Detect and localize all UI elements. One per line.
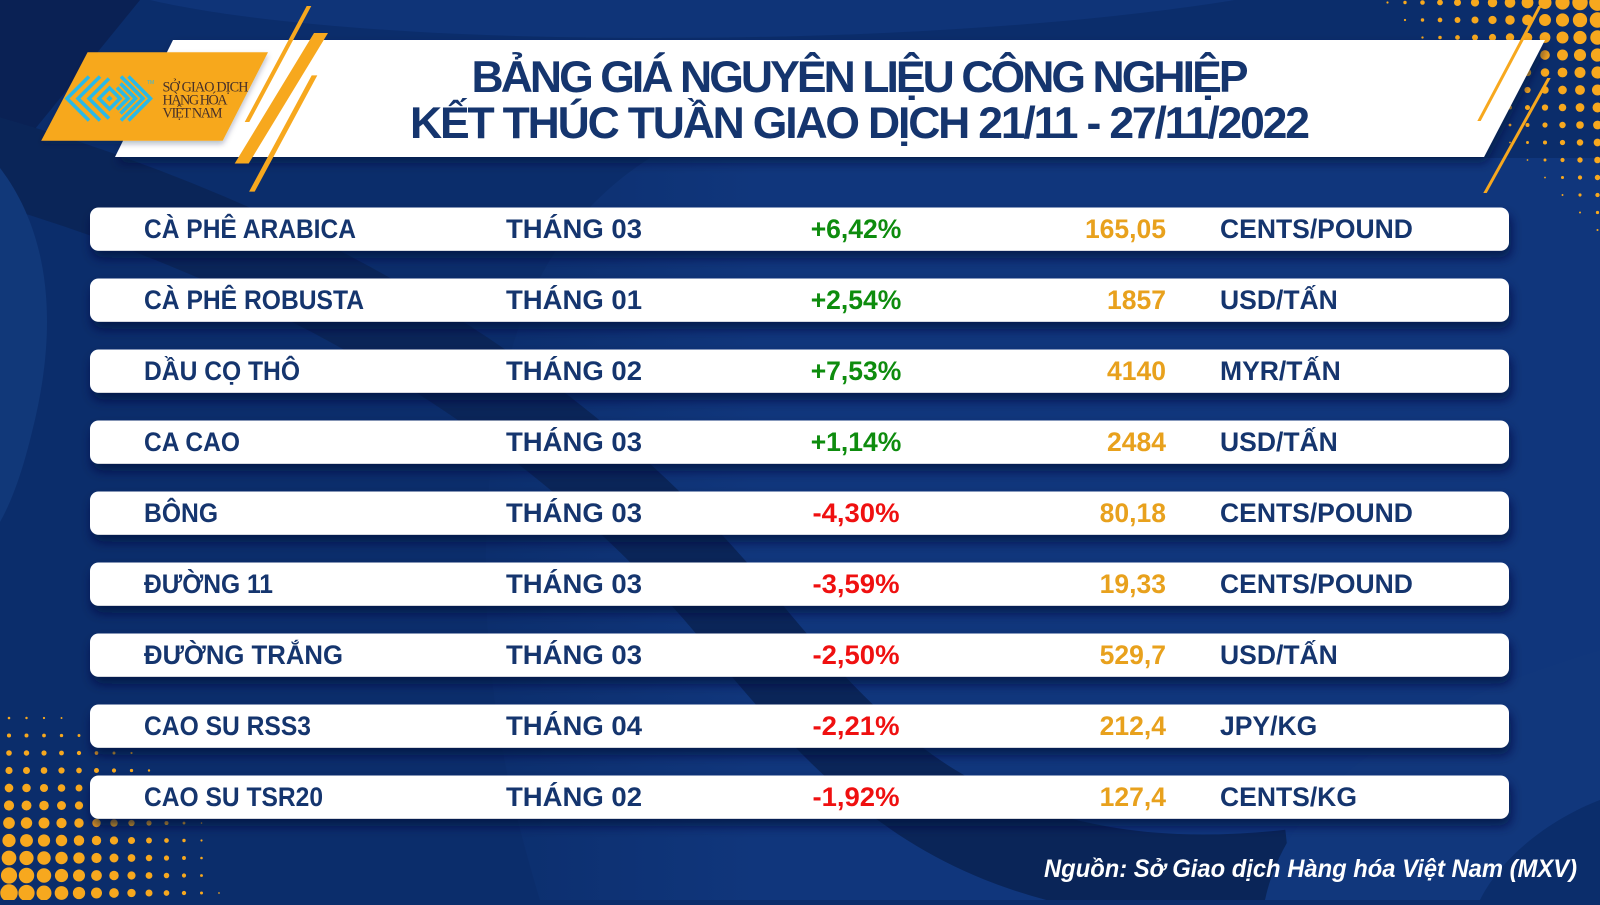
svg-text:-2,21%: -2,21% — [813, 711, 900, 741]
svg-text:MYR/TẤN: MYR/TẤN — [1220, 356, 1341, 386]
svg-text:TM: TM — [147, 80, 154, 86]
svg-text:2484: 2484 — [1107, 427, 1166, 457]
svg-text:19,33: 19,33 — [1100, 569, 1166, 599]
svg-text:ĐƯỜNG 11: ĐƯỜNG 11 — [144, 569, 273, 599]
svg-text:SỞ GIAO DỊCH: SỞ GIAO DỊCH — [163, 79, 249, 96]
svg-text:1857: 1857 — [1107, 285, 1166, 315]
svg-text:CENTS/KG: CENTS/KG — [1220, 782, 1357, 812]
svg-text:JPY/KG: JPY/KG — [1220, 711, 1317, 741]
svg-text:THÁNG 02: THÁNG 02 — [506, 356, 642, 386]
svg-text:CENTS/POUND: CENTS/POUND — [1220, 569, 1413, 599]
svg-text:-4,30%: -4,30% — [813, 498, 900, 528]
svg-text:-1,92%: -1,92% — [813, 782, 900, 812]
svg-text:USD/TẤN: USD/TẤN — [1220, 285, 1338, 315]
svg-text:165,05: 165,05 — [1085, 214, 1166, 244]
svg-text:+2,54%: +2,54% — [811, 285, 902, 315]
svg-text:Nguồn: Sở Giao dịch Hàng hóa V: Nguồn: Sở Giao dịch Hàng hóa Việt Nam (M… — [1044, 855, 1577, 883]
svg-text:BẢNG GIÁ NGUYÊN LIỆU CÔNG NGHI: BẢNG GIÁ NGUYÊN LIỆU CÔNG NGHIỆP — [472, 51, 1249, 102]
svg-text:BÔNG: BÔNG — [144, 498, 218, 528]
svg-text:+1,14%: +1,14% — [811, 427, 902, 457]
svg-text:CAO SU TSR20: CAO SU TSR20 — [144, 782, 323, 812]
svg-text:CA CAO: CA CAO — [144, 427, 240, 457]
svg-text:THÁNG 02: THÁNG 02 — [506, 782, 642, 812]
svg-text:CÀ PHÊ ARABICA: CÀ PHÊ ARABICA — [144, 214, 356, 244]
svg-text:DẦU CỌ THÔ: DẦU CỌ THÔ — [144, 356, 300, 386]
svg-text:4140: 4140 — [1107, 356, 1166, 386]
svg-text:THÁNG 03: THÁNG 03 — [506, 569, 642, 599]
svg-text:USD/TẤN: USD/TẤN — [1220, 427, 1338, 457]
svg-text:THÁNG 03: THÁNG 03 — [506, 640, 642, 670]
svg-text:529,7: 529,7 — [1100, 640, 1166, 670]
svg-text:ĐƯỜNG TRẮNG: ĐƯỜNG TRẮNG — [144, 640, 343, 670]
svg-text:HÀNG HÓA: HÀNG HÓA — [163, 92, 229, 109]
svg-text:THÁNG 03: THÁNG 03 — [506, 498, 642, 528]
svg-text:212,4: 212,4 — [1100, 711, 1167, 741]
svg-text:CÀ PHÊ ROBUSTA: CÀ PHÊ ROBUSTA — [144, 285, 364, 315]
svg-text:CAO SU RSS3: CAO SU RSS3 — [144, 711, 311, 741]
svg-text:THÁNG 03: THÁNG 03 — [506, 214, 642, 244]
svg-text:CENTS/POUND: CENTS/POUND — [1220, 498, 1413, 528]
svg-text:80,18: 80,18 — [1100, 498, 1166, 528]
svg-text:THÁNG 03: THÁNG 03 — [506, 427, 642, 457]
svg-text:VIỆT NAM: VIỆT NAM — [163, 105, 223, 122]
svg-text:-2,50%: -2,50% — [813, 640, 900, 670]
svg-text:-3,59%: -3,59% — [813, 569, 900, 599]
svg-text:THÁNG 04: THÁNG 04 — [506, 711, 642, 741]
svg-text:THÁNG 01: THÁNG 01 — [506, 285, 642, 315]
svg-text:CENTS/POUND: CENTS/POUND — [1220, 214, 1413, 244]
svg-text:+6,42%: +6,42% — [811, 214, 902, 244]
svg-text:USD/TẤN: USD/TẤN — [1220, 640, 1338, 670]
svg-text:+7,53%: +7,53% — [811, 356, 902, 386]
svg-text:127,4: 127,4 — [1100, 782, 1167, 812]
svg-text:KẾT THÚC TUẦN GIAO DỊCH 21/11: KẾT THÚC TUẦN GIAO DỊCH 21/11 - 27/11/20… — [410, 98, 1310, 148]
